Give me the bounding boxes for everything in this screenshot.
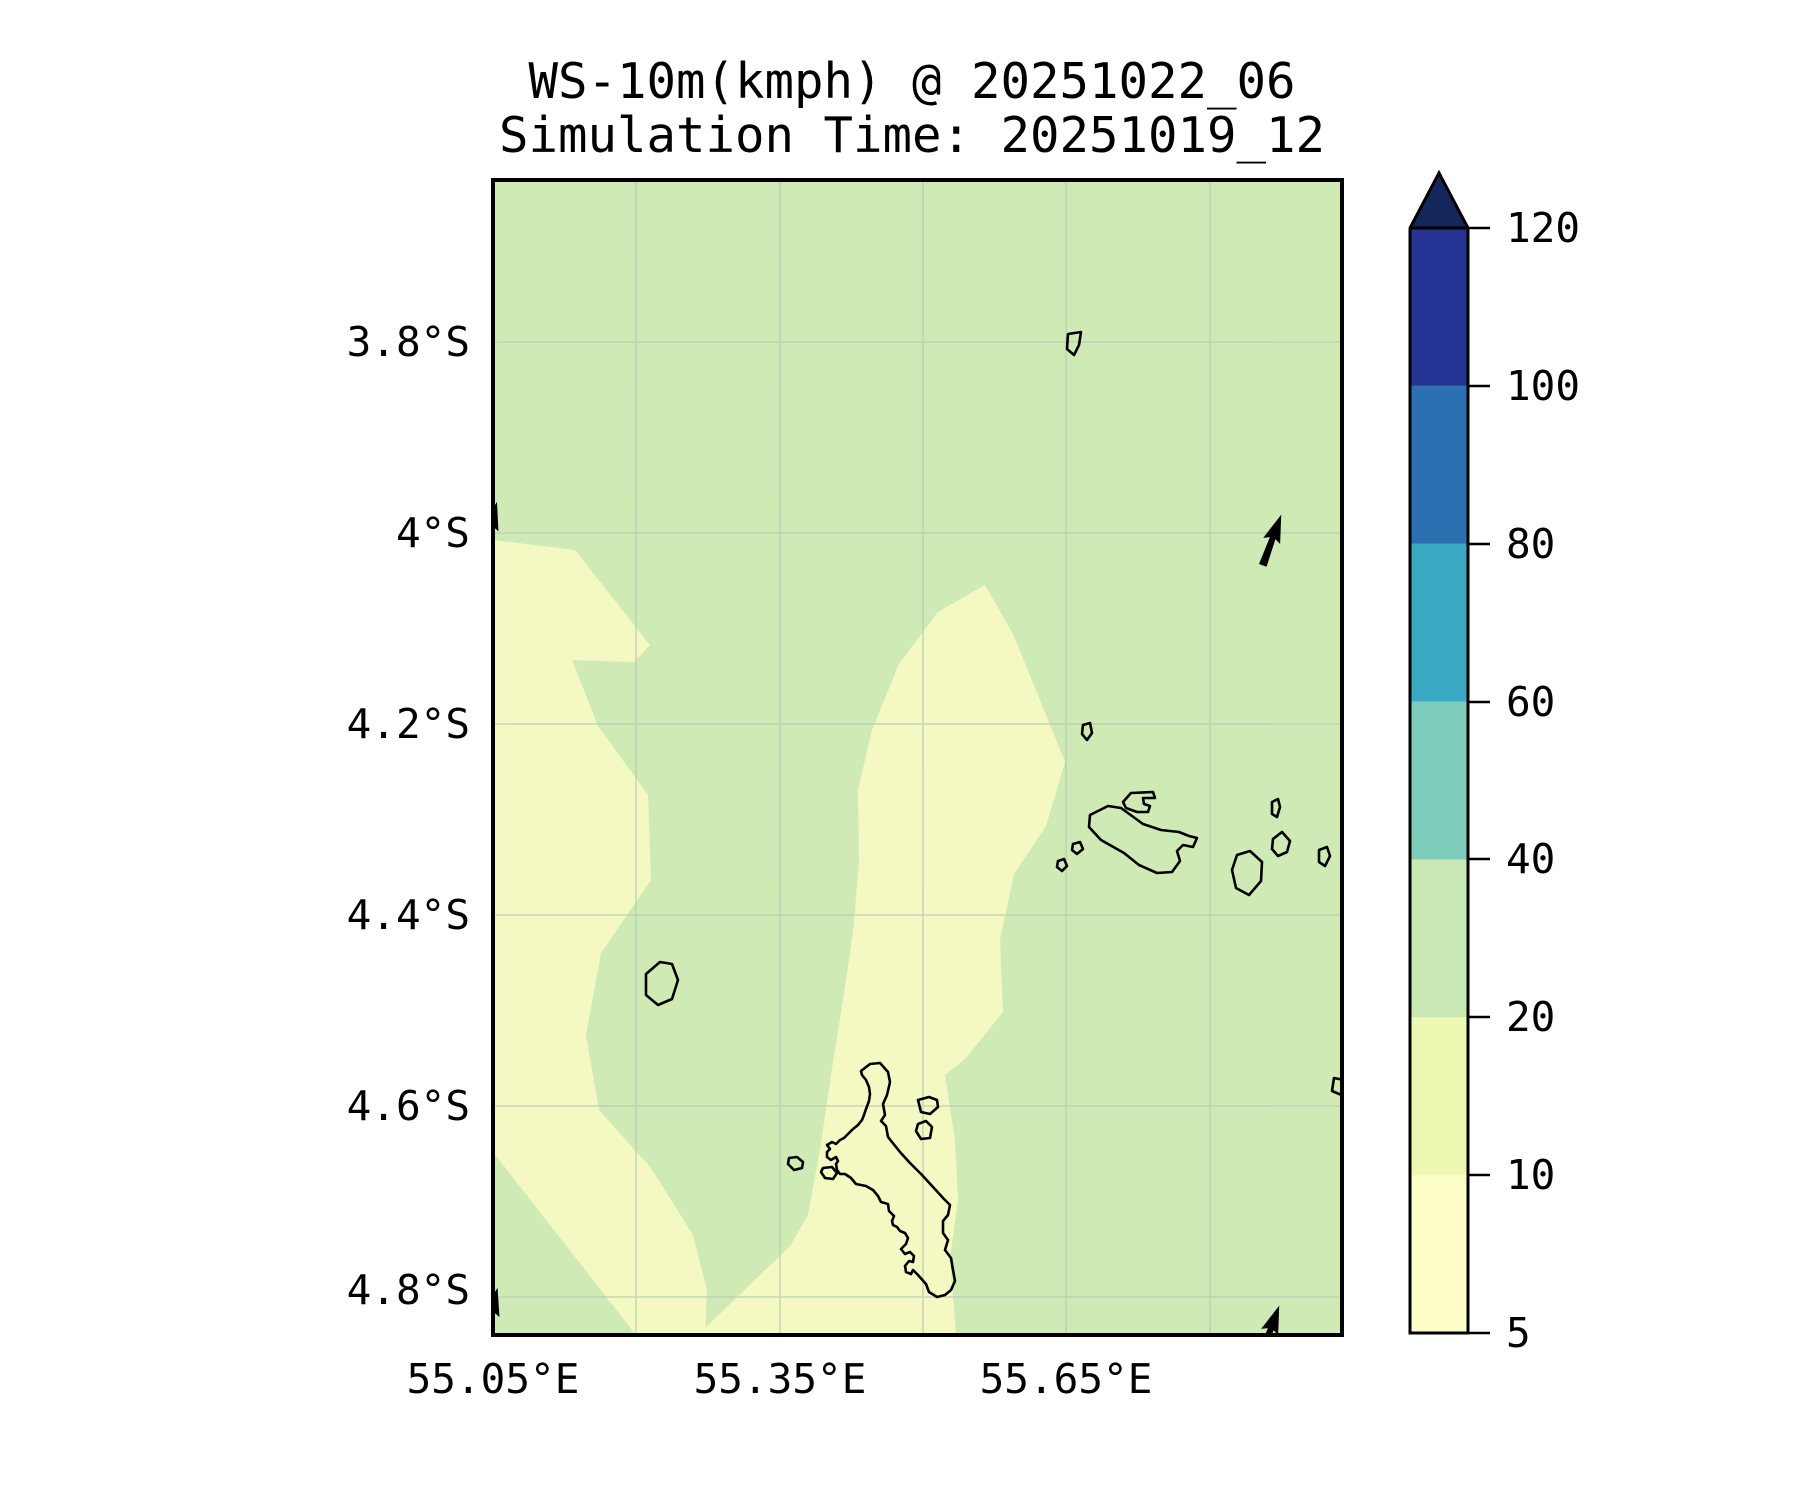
colorbar-seg-40-60: [1410, 701, 1468, 860]
marianne-islet-outline: [1270, 830, 1292, 858]
cerf-islet-outline: [914, 1119, 934, 1141]
colorbar-seg-5-10: [1410, 1175, 1468, 1333]
x-tick-label: 55.35°E: [694, 1355, 867, 1403]
conception-islet-outline: [819, 1165, 839, 1181]
therese-islet-outline: [786, 1155, 805, 1172]
colorbar-extend-max-triangle: [1410, 173, 1468, 228]
colorbar: 120 100 80 60 40 20 10 5: [1408, 169, 1580, 1357]
y-tick-label: 4.4°S: [347, 891, 470, 939]
colorbar-tick-label: 10: [1506, 1151, 1555, 1199]
praslin-island-outline: [1087, 804, 1199, 875]
colorbar-tick-label: 20: [1506, 993, 1555, 1041]
colorbar-ticks: [1468, 226, 1490, 1335]
colorbar-tick-label: 80: [1506, 520, 1555, 568]
x-tick-label: 55.05°E: [407, 1355, 580, 1403]
windspeed-fill-10-20-west: [493, 540, 707, 1335]
windspeed-fill-10-20-central: [698, 585, 1065, 1335]
y-tick-label: 4°S: [396, 509, 470, 557]
curieuse-island-outline: [1121, 790, 1157, 814]
map-panel: [493, 180, 1342, 1335]
felicite-islet-outline: [1270, 797, 1282, 819]
y-tick-label: 3.8°S: [347, 318, 470, 366]
graticule-gridlines: [493, 180, 1342, 1335]
aride-island-outline: [1080, 721, 1094, 742]
x-axis-labels: 55.05°E 55.35°E 55.65°E: [407, 1355, 1153, 1403]
coastlines: [644, 330, 1342, 1299]
map-border: [491, 178, 1344, 1337]
colorbar-seg-100-120: [1410, 228, 1468, 386]
denis-island-outline: [1065, 330, 1083, 357]
la-digue-island-outline: [1230, 849, 1264, 897]
mahe-island-outline: [825, 1061, 957, 1299]
x-tick-label: 55.65°E: [980, 1355, 1153, 1403]
plot-subtitle: Simulation Time: 20251019_12: [499, 107, 1325, 164]
colorbar-seg-80-100: [1410, 385, 1468, 544]
colorbar-tick-label: 100: [1506, 362, 1580, 410]
east-islet-outline: [1317, 845, 1332, 868]
plot-title: WS-10m(kmph) @ 20251022_06: [528, 53, 1295, 110]
y-tick-label: 4.2°S: [347, 700, 470, 748]
colorbar-tick-label: 120: [1506, 204, 1580, 252]
colorbar-tick-label: 60: [1506, 678, 1555, 726]
colorbar-seg-20-40: [1410, 859, 1468, 1018]
colorbar-seg-60-80: [1410, 543, 1468, 702]
y-tick-label: 4.8°S: [347, 1266, 470, 1314]
colorbar-seg-10-20: [1410, 1017, 1468, 1176]
cousin-islet-outline: [1055, 857, 1069, 873]
colorbar-tick-label: 5: [1506, 1309, 1531, 1357]
y-tick-label: 4.6°S: [347, 1082, 470, 1130]
colorbar-tick-labels: 120 100 80 60 40 20 10 5: [1506, 204, 1580, 1357]
cousine-islet-outline: [1070, 840, 1085, 856]
silhouette-island-outline: [644, 960, 680, 1007]
y-axis-labels: 3.8°S 4°S 4.2°S 4.4°S 4.6°S 4.8°S: [347, 318, 470, 1314]
ste-anne-islet-outline: [916, 1095, 940, 1116]
colorbar-tick-label: 40: [1506, 835, 1555, 883]
